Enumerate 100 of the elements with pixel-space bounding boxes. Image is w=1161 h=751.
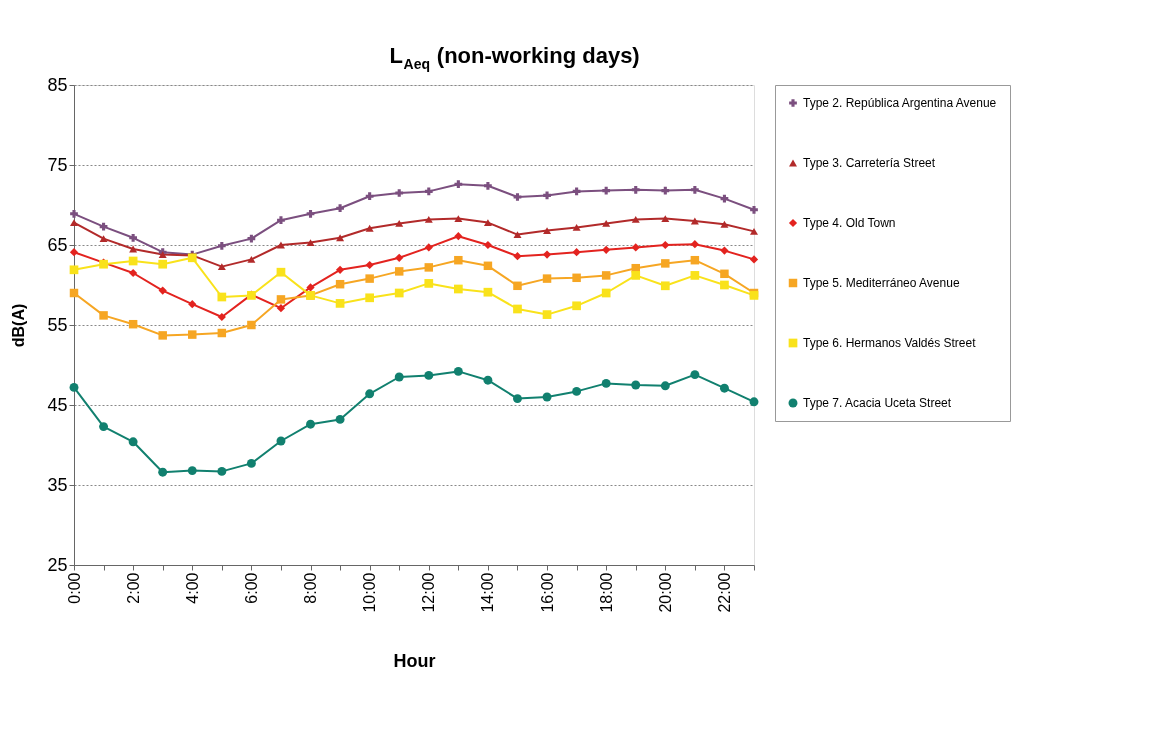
point [99, 311, 108, 320]
point [187, 466, 197, 476]
point [365, 293, 375, 303]
x-tick-label: 2:00 [124, 572, 142, 604]
point [454, 215, 463, 223]
point [572, 273, 581, 283]
point [750, 227, 758, 235]
point [424, 215, 433, 223]
point [542, 310, 552, 319]
point [158, 467, 168, 477]
legend-label: Type 6. Hermanos Valdés Street [803, 336, 977, 350]
point [129, 233, 137, 242]
point [247, 255, 256, 263]
point [720, 246, 729, 255]
point [69, 248, 79, 257]
point [513, 231, 522, 239]
point [277, 216, 285, 225]
point [601, 378, 611, 388]
y-tick-label: 85 [47, 74, 68, 95]
point [99, 235, 108, 243]
point [217, 292, 227, 302]
point [513, 281, 522, 291]
point [661, 215, 670, 223]
point [395, 253, 404, 262]
point [217, 466, 227, 476]
point [394, 267, 404, 276]
point [69, 382, 79, 392]
point [690, 271, 700, 280]
point [306, 283, 315, 292]
point [129, 268, 138, 278]
y-tick-label: 65 [47, 234, 68, 255]
point [720, 280, 729, 290]
y-tick-label: 25 [47, 554, 68, 575]
point [690, 240, 699, 249]
point [749, 397, 759, 407]
point [661, 259, 670, 268]
point [661, 186, 670, 195]
point [631, 243, 640, 252]
legend-label: Type 7. Acacia Uceta Street [803, 396, 952, 410]
point [217, 241, 226, 250]
point [365, 274, 374, 283]
x-tick-label: 16:00 [538, 572, 556, 613]
point [483, 375, 493, 385]
point [542, 392, 552, 402]
point [217, 263, 226, 271]
point [660, 381, 670, 391]
point [631, 185, 640, 194]
point [365, 192, 374, 201]
point [602, 245, 611, 254]
x-tick-label: 20:00 [656, 572, 674, 613]
point [719, 383, 729, 393]
x-tick-label: 14:00 [479, 572, 497, 613]
point [483, 219, 492, 227]
point [424, 370, 434, 380]
point [424, 263, 434, 272]
point [750, 205, 758, 214]
point [276, 436, 286, 446]
y-tick-label: 35 [47, 474, 68, 495]
point [365, 389, 375, 399]
point [276, 267, 286, 277]
point [483, 240, 493, 250]
point [246, 458, 256, 468]
point [572, 386, 582, 396]
point [424, 243, 433, 252]
point [424, 279, 434, 288]
point [720, 220, 729, 228]
point [572, 223, 581, 231]
point [306, 209, 315, 218]
y-axis-title: dB(A) [10, 303, 28, 348]
point [749, 255, 759, 264]
x-tick-label: 4:00 [183, 572, 201, 604]
point [394, 288, 404, 298]
y-tick-label: 45 [47, 394, 68, 415]
point [513, 304, 522, 314]
x-tick-label: 12:00 [420, 572, 438, 613]
point [188, 330, 197, 339]
point [335, 414, 345, 424]
point [543, 191, 551, 200]
point [365, 224, 374, 232]
point [276, 295, 286, 304]
x-tick-label: 10:00 [361, 572, 379, 613]
point [99, 422, 109, 432]
point [306, 239, 315, 247]
point [247, 320, 256, 330]
point [336, 204, 344, 213]
point [453, 284, 463, 294]
point [631, 271, 641, 280]
point [513, 252, 522, 261]
x-axis-title: Hour [393, 650, 436, 671]
point [335, 265, 345, 274]
point [690, 370, 700, 380]
point [69, 265, 79, 275]
point [572, 301, 581, 311]
point [542, 274, 552, 283]
legend-label: Type 4. Old Town [803, 216, 896, 230]
point [158, 331, 167, 340]
point [454, 180, 463, 189]
x-tick-label: 18:00 [597, 572, 615, 613]
x-tick-label: 22:00 [715, 572, 733, 613]
x-tick-label: 8:00 [302, 572, 320, 604]
